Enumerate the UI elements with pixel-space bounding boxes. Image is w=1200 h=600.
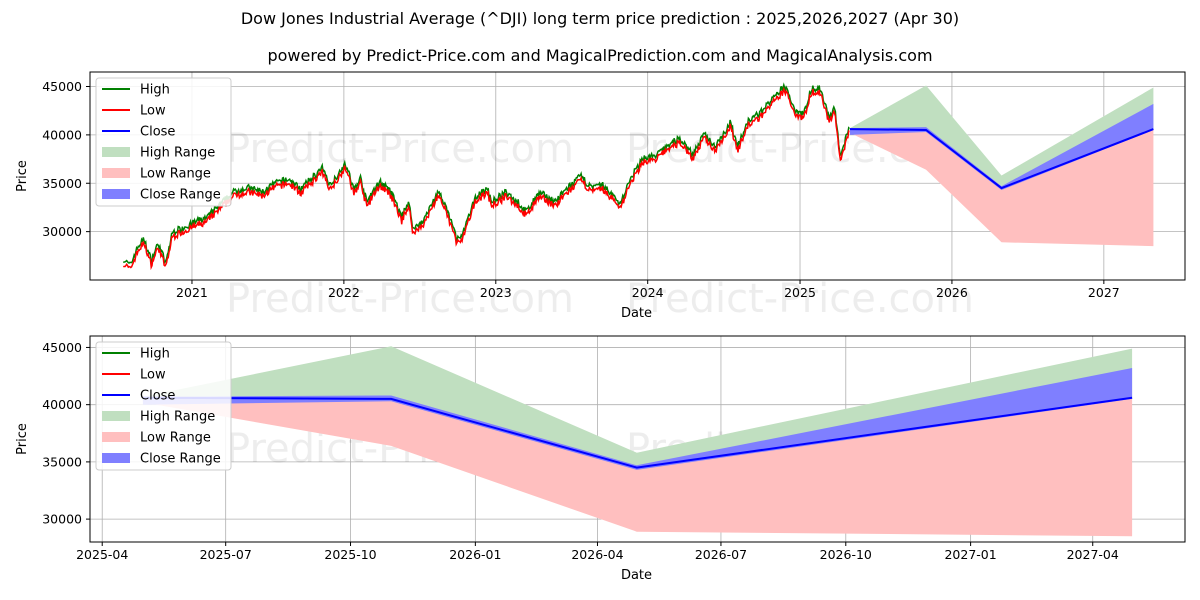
x-tick-label: 2026-04: [571, 547, 623, 562]
legend-item: Close: [102, 389, 175, 404]
legend-label: Low: [140, 368, 166, 383]
x-tick-label: 2025-04: [76, 547, 128, 562]
legend: High Low Close High Range Low Range Close Ran…: [95, 77, 232, 207]
legend-swatch-patch: [102, 432, 130, 442]
watermark-text: Predict-Price.com: [226, 126, 574, 172]
x-tick-label: 2026-07: [695, 547, 747, 562]
x-axis-label: Date: [621, 306, 652, 321]
legend-swatch-patch: [102, 453, 130, 463]
close-series-line: [849, 128, 1154, 190]
y-axis-label: Price: [15, 423, 30, 455]
legend-label: Low: [140, 104, 166, 119]
x-tick-label: 2027: [1088, 285, 1120, 300]
chart-panel-1: Predict-Price.com Predict-Price.comPredic…: [15, 71, 1186, 322]
legend-label: Low Range: [140, 167, 211, 182]
legend-label: Close: [140, 389, 175, 404]
x-axis-label: Date: [621, 568, 652, 583]
chart-subtitle: powered by Predict-Price.com and Magical…: [267, 46, 933, 65]
chart-panel-2: Predict-Price.comPredict-Price.com2025-0…: [15, 335, 1186, 583]
legend-label: High Range: [140, 410, 215, 425]
high-range-band: [850, 85, 1154, 189]
x-tick-label: 2023: [480, 285, 512, 300]
legend-label: High: [140, 347, 170, 362]
legend-label: High Range: [140, 146, 215, 161]
watermark-text: Predict-Price.com: [226, 276, 574, 322]
x-tick-label: 2026-10: [820, 547, 872, 562]
axes-frame: [89, 71, 1186, 281]
close-range-band: [142, 368, 1133, 470]
x-tick-label: 2027-04: [1067, 547, 1119, 562]
low-range-band: [142, 397, 1133, 537]
legend-item: High Range: [102, 146, 215, 161]
legend-item: Close Range: [102, 452, 221, 467]
close-range-band: [850, 103, 1154, 190]
legend-label: Close Range: [140, 188, 221, 203]
high-range-band: [142, 346, 1133, 468]
legend: High Low Close High Range Low Range Close Ran…: [95, 341, 232, 471]
legend-item: Low: [102, 104, 166, 119]
legend-label: Close Range: [140, 452, 221, 467]
legend-item: High: [102, 83, 170, 98]
chart-title: Dow Jones Industrial Average (^DJI) long…: [240, 9, 960, 28]
legend-swatch-patch: [102, 189, 130, 199]
x-tick-label: 2024: [632, 285, 664, 300]
x-tick-label: 2026: [936, 285, 968, 300]
y-tick-label: 45000: [42, 340, 82, 355]
x-tick-label: 2025: [784, 285, 816, 300]
x-tick-label: 2021: [176, 285, 208, 300]
legend-label: Low Range: [140, 431, 211, 446]
y-tick-label: 40000: [42, 397, 82, 412]
legend-label: Close: [140, 125, 175, 140]
x-tick-label: 2025-10: [324, 547, 376, 562]
legend-swatch-patch: [102, 411, 130, 421]
high-series-line: [122, 82, 851, 265]
y-tick-label: 45000: [42, 79, 82, 94]
x-tick-label: 2026-01: [449, 547, 501, 562]
y-tick-label: 35000: [42, 176, 82, 191]
low-series-line: [122, 86, 850, 271]
x-tick-label: 2022: [328, 285, 360, 300]
legend-swatch-patch: [102, 168, 130, 178]
legend-item: Low Range: [102, 167, 211, 182]
x-tick-label: 2025-07: [200, 547, 252, 562]
y-axis-label: Price: [15, 160, 30, 192]
axes-frame: [89, 335, 1186, 543]
legend-item: Close Range: [102, 188, 221, 203]
legend-item: High: [102, 347, 170, 362]
y-tick-label: 30000: [42, 224, 82, 239]
legend-swatch-patch: [102, 147, 130, 157]
y-tick-label: 40000: [42, 127, 82, 142]
legend-item: Close: [102, 125, 175, 140]
y-tick-label: 35000: [42, 454, 82, 469]
x-tick-label: 2027-01: [944, 547, 996, 562]
y-tick-label: 30000: [42, 512, 82, 527]
legend-label: High: [140, 83, 170, 98]
low-range-band: [850, 129, 1154, 247]
plot-area: [142, 346, 1133, 537]
legend-item: Low: [102, 368, 166, 383]
plot-area: [122, 82, 1154, 271]
legend-item: High Range: [102, 410, 215, 425]
legend-item: Low Range: [102, 431, 211, 446]
close-series-line: [142, 396, 1133, 469]
